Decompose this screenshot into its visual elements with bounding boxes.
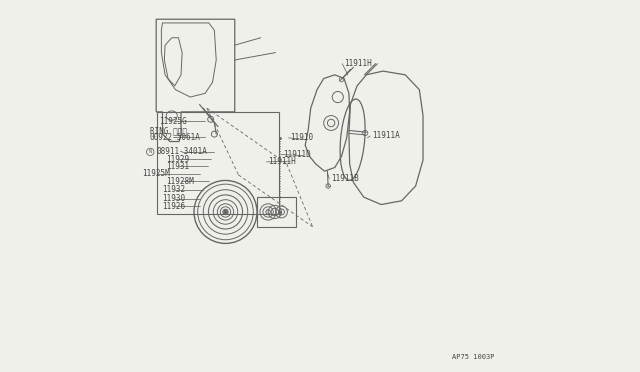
Text: 11931: 11931 (166, 162, 189, 171)
Text: 11925M: 11925M (142, 169, 170, 178)
Text: 11911A: 11911A (372, 131, 399, 141)
Text: 11911B: 11911B (331, 174, 359, 183)
Text: 11910: 11910 (291, 133, 314, 142)
Text: 11930: 11930 (163, 195, 186, 203)
Circle shape (224, 211, 227, 214)
Text: RING リング: RING リング (150, 126, 186, 135)
Text: AP75 1003P: AP75 1003P (452, 354, 494, 360)
Bar (257, 197, 296, 227)
Text: 00922-5061A: 00922-5061A (150, 132, 200, 142)
Text: 11926: 11926 (163, 202, 186, 211)
Text: 11911H: 11911H (344, 59, 372, 68)
Text: 11911H: 11911H (268, 157, 296, 166)
Text: 11932: 11932 (163, 185, 186, 194)
Text: 11911D: 11911D (283, 150, 310, 159)
Text: 11929: 11929 (166, 155, 189, 164)
Text: 11928M: 11928M (166, 177, 194, 186)
Bar (157, 112, 279, 214)
Text: N: N (148, 150, 152, 154)
Text: 08911-3401A: 08911-3401A (157, 147, 208, 156)
Text: 11925G: 11925G (159, 117, 188, 126)
